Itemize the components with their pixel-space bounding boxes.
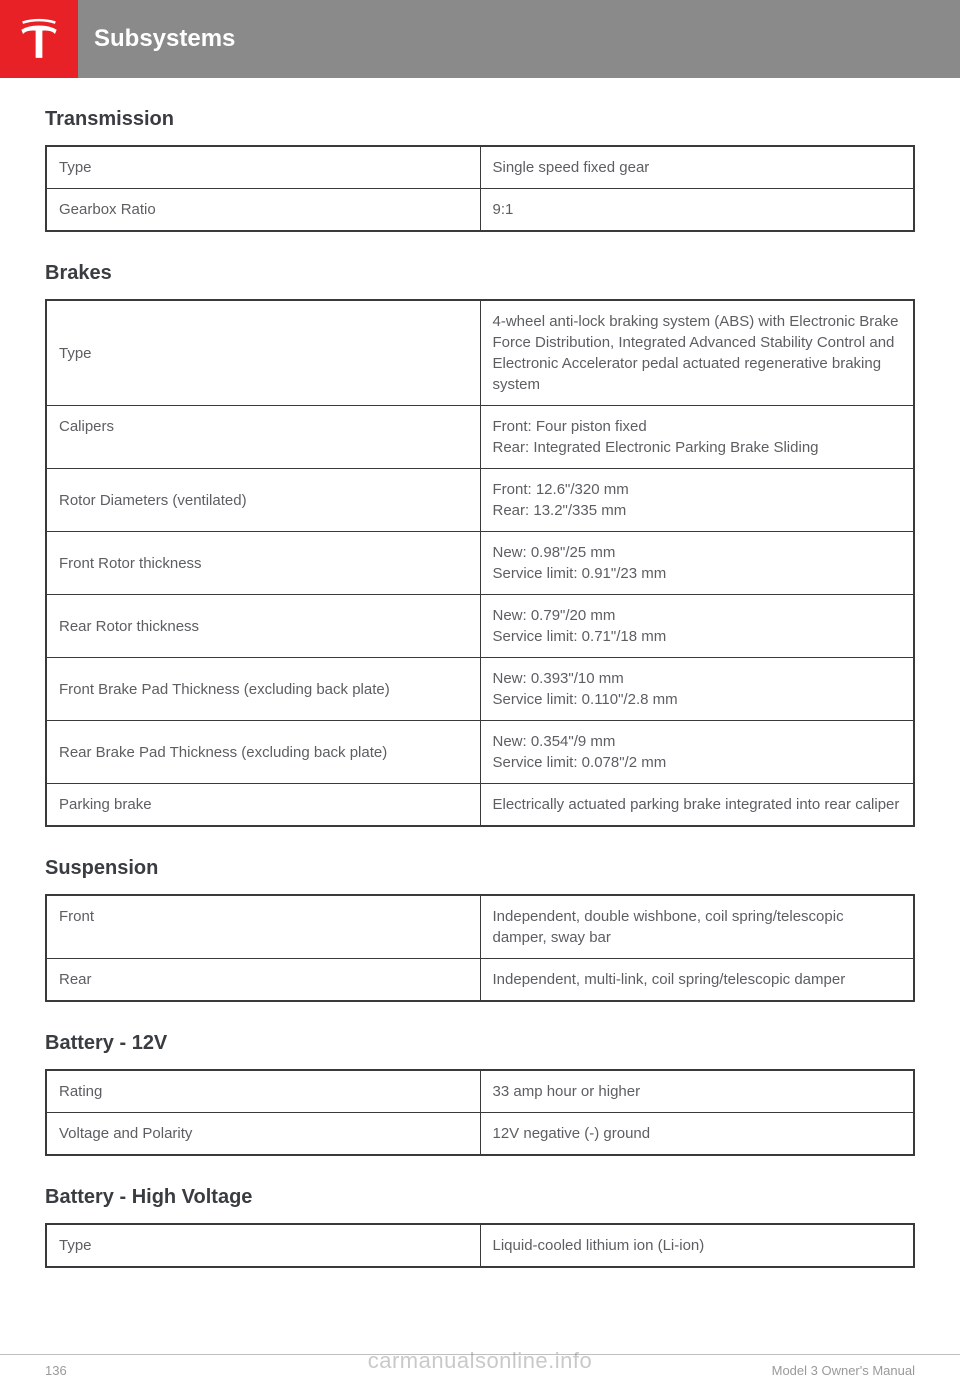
transmission-section: Transmission Type Single speed fixed gea… [45, 108, 915, 232]
cell-label: Front Rotor thickness [46, 532, 480, 595]
battery-hv-table: Type Liquid-cooled lithium ion (Li-ion) [45, 1223, 915, 1268]
cell-label: Type [46, 146, 480, 189]
cell-value: New: 0.393"/10 mmService limit: 0.110"/2… [480, 658, 914, 721]
cell-value: Liquid-cooled lithium ion (Li-ion) [480, 1224, 914, 1267]
cell-value: 12V negative (-) ground [480, 1113, 914, 1156]
cell-value: New: 0.354"/9 mmService limit: 0.078"/2 … [480, 721, 914, 784]
table-row: Front Independent, double wishbone, coil… [46, 895, 914, 959]
tesla-logo-box [0, 0, 78, 78]
battery-12v-title: Battery - 12V [45, 1032, 915, 1055]
cell-value: Electrically actuated parking brake inte… [480, 784, 914, 827]
brakes-table: Type 4-wheel anti-lock braking system (A… [45, 299, 915, 827]
cell-label: Calipers [46, 406, 480, 469]
table-row: Rear Brake Pad Thickness (excluding back… [46, 721, 914, 784]
suspension-section: Suspension Front Independent, double wis… [45, 857, 915, 1002]
table-row: Type 4-wheel anti-lock braking system (A… [46, 300, 914, 406]
cell-label: Rating [46, 1070, 480, 1113]
cell-label: Type [46, 1224, 480, 1267]
table-row: Parking brake Electrically actuated park… [46, 784, 914, 827]
table-row: Front Rotor thickness New: 0.98"/25 mmSe… [46, 532, 914, 595]
cell-label: Voltage and Polarity [46, 1113, 480, 1156]
cell-value: Single speed fixed gear [480, 146, 914, 189]
tesla-logo-icon [18, 18, 60, 60]
table-row: Gearbox Ratio 9:1 [46, 189, 914, 232]
cell-value: Front: Four piston fixedRear: Integrated… [480, 406, 914, 469]
page-header: Subsystems [0, 0, 960, 78]
brakes-section: Brakes Type 4-wheel anti-lock braking sy… [45, 262, 915, 827]
suspension-table: Front Independent, double wishbone, coil… [45, 894, 915, 1002]
cell-value: Front: 12.6"/320 mmRear: 13.2"/335 mm [480, 469, 914, 532]
table-row: Front Brake Pad Thickness (excluding bac… [46, 658, 914, 721]
transmission-title: Transmission [45, 108, 915, 131]
table-row: Voltage and Polarity 12V negative (-) gr… [46, 1113, 914, 1156]
cell-value: 4-wheel anti-lock braking system (ABS) w… [480, 300, 914, 406]
cell-value: 9:1 [480, 189, 914, 232]
cell-label: Rear Rotor thickness [46, 595, 480, 658]
cell-label: Parking brake [46, 784, 480, 827]
cell-value: Independent, multi-link, coil spring/tel… [480, 959, 914, 1002]
page-number: 136 [45, 1363, 67, 1378]
cell-label: Gearbox Ratio [46, 189, 480, 232]
page-title: Subsystems [94, 25, 235, 53]
table-row: Type Single speed fixed gear [46, 146, 914, 189]
brakes-title: Brakes [45, 262, 915, 285]
cell-value: New: 0.98"/25 mmService limit: 0.91"/23 … [480, 532, 914, 595]
cell-label: Front [46, 895, 480, 959]
content-area: Transmission Type Single speed fixed gea… [0, 78, 960, 1268]
battery-hv-title: Battery - High Voltage [45, 1186, 915, 1209]
header-title-bar: Subsystems [78, 0, 960, 78]
table-row: Rotor Diameters (ventilated) Front: 12.6… [46, 469, 914, 532]
doc-title: Model 3 Owner's Manual [772, 1363, 915, 1378]
battery-12v-table: Rating 33 amp hour or higher Voltage and… [45, 1069, 915, 1156]
suspension-title: Suspension [45, 857, 915, 880]
cell-label: Front Brake Pad Thickness (excluding bac… [46, 658, 480, 721]
cell-value: Independent, double wishbone, coil sprin… [480, 895, 914, 959]
table-row: Type Liquid-cooled lithium ion (Li-ion) [46, 1224, 914, 1267]
table-row: Rear Rotor thickness New: 0.79"/20 mmSer… [46, 595, 914, 658]
cell-value: 33 amp hour or higher [480, 1070, 914, 1113]
cell-label: Type [46, 300, 480, 406]
cell-label: Rear Brake Pad Thickness (excluding back… [46, 721, 480, 784]
cell-label: Rear [46, 959, 480, 1002]
battery-12v-section: Battery - 12V Rating 33 amp hour or high… [45, 1032, 915, 1156]
table-row: Rating 33 amp hour or higher [46, 1070, 914, 1113]
cell-value: New: 0.79"/20 mmService limit: 0.71"/18 … [480, 595, 914, 658]
transmission-table: Type Single speed fixed gear Gearbox Rat… [45, 145, 915, 232]
table-row: Rear Independent, multi-link, coil sprin… [46, 959, 914, 1002]
battery-hv-section: Battery - High Voltage Type Liquid-coole… [45, 1186, 915, 1268]
cell-label: Rotor Diameters (ventilated) [46, 469, 480, 532]
page-footer: 136 Model 3 Owner's Manual [0, 1354, 960, 1378]
table-row: Calipers Front: Four piston fixedRear: I… [46, 406, 914, 469]
